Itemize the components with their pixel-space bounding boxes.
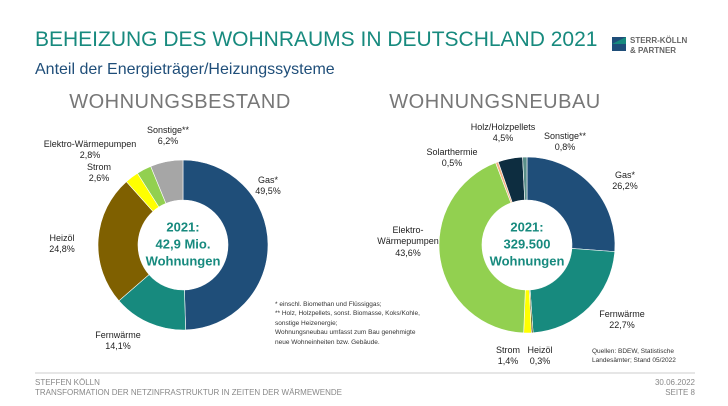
category-label: Gas*: [257, 174, 278, 185]
center-label: 2021: 329.500 Wohnungen: [489, 219, 565, 269]
value-label: 4,5%: [492, 133, 514, 143]
segment-label: Gas* 49,5%: [255, 175, 281, 198]
category-label: Fernwärme: [599, 308, 645, 319]
chart-title: WOHNUNGSNEUBAU: [389, 91, 601, 113]
segment-label: Strom 2,6%: [87, 162, 111, 185]
value-label: 49,5%: [255, 186, 281, 196]
donut-segment: [182, 159, 269, 331]
segment-label: Fernwärme 22,7%: [599, 309, 645, 332]
category-label: Gas*: [614, 169, 635, 180]
category-label: Holz/Holzpellets: [470, 121, 536, 132]
source: Quellen: BDEW, Statistische Landesämter;…: [592, 348, 676, 365]
footer-page: SEITE 8: [665, 388, 695, 397]
donut-segment: [97, 181, 154, 302]
segment-label: Heizöl 0,3%: [527, 345, 552, 368]
category-label: Elektro- Wärmepumpen: [377, 225, 439, 247]
segment-label: Strom 1,4%: [496, 345, 520, 368]
logo-icon: [612, 37, 626, 44]
footer-date: 30.06.2022: [654, 378, 695, 387]
category-label: Heizöl: [49, 232, 75, 243]
slide-title: BEHEIZUNG DES WOHNRAUMS IN DEUTSCHLAND 2…: [35, 28, 598, 51]
donut-segment: [150, 159, 184, 204]
segment-label: Solarthermie 0,5%: [426, 147, 477, 170]
segment-label: Sonstige** 0,8%: [544, 131, 586, 154]
segment-label: Sonstige** 6,2%: [147, 125, 189, 148]
value-label: 0,5%: [441, 158, 463, 168]
slide-subtitle: Anteil der Energieträger/Heizungssysteme: [35, 61, 335, 78]
value-label: 24,8%: [49, 244, 75, 254]
category-label: Strom: [495, 344, 521, 355]
category-label: Sonstige**: [543, 130, 587, 141]
value-label: 1,4%: [497, 356, 519, 366]
segment-label: Gas* 26,2%: [612, 170, 638, 193]
donut-segment: [522, 156, 528, 201]
category-label: Elektro-Wärmepumpen: [43, 138, 137, 149]
donut-segment: [526, 156, 616, 252]
category-label: Solarthermie: [426, 146, 478, 157]
segment-label: Fernwärme 14,1%: [95, 330, 141, 353]
segment-label: Heizöl 24,8%: [49, 233, 75, 256]
category-label: Fernwärme: [95, 329, 141, 340]
center-label: 2021: 42,9 Mio. Wohnungen: [145, 219, 221, 269]
value-label: 6,2%: [157, 136, 179, 146]
footer-talk: TRANSFORMATION DER NETZINFRASTRUKTUR IN …: [35, 388, 342, 397]
category-label: Heizöl: [527, 344, 553, 355]
segment-label: Holz/Holzpellets 4,5%: [471, 122, 536, 145]
value-label: 2,8%: [79, 150, 101, 160]
chart-title: WOHNUNGSBESTAND: [69, 91, 291, 113]
value-label: 0,3%: [529, 356, 551, 366]
value-label: 26,2%: [612, 181, 638, 191]
value-label: 43,6%: [395, 247, 421, 258]
donut-segment: [438, 162, 526, 334]
footer-author: STEFFEN KÖLLN: [35, 378, 100, 387]
segment-label: Elektro-Wärmepumpen 2,8%: [44, 139, 137, 162]
category-label: Sonstige**: [146, 124, 190, 135]
segment-label: Elektro- Wärmepumpen 43,6%: [377, 225, 439, 259]
value-label: 2,6%: [88, 173, 110, 183]
donut-segment: [529, 248, 616, 334]
value-label: 0,8%: [554, 142, 576, 152]
footnote: * einschl. Biomethan und Flüssiggas; ** …: [275, 301, 420, 346]
logo: STERR-KÖLLN & PARTNER: [630, 36, 688, 55]
value-label: 22,7%: [609, 320, 635, 330]
value-label: 14,1%: [105, 341, 131, 351]
category-label: Strom: [86, 161, 112, 172]
